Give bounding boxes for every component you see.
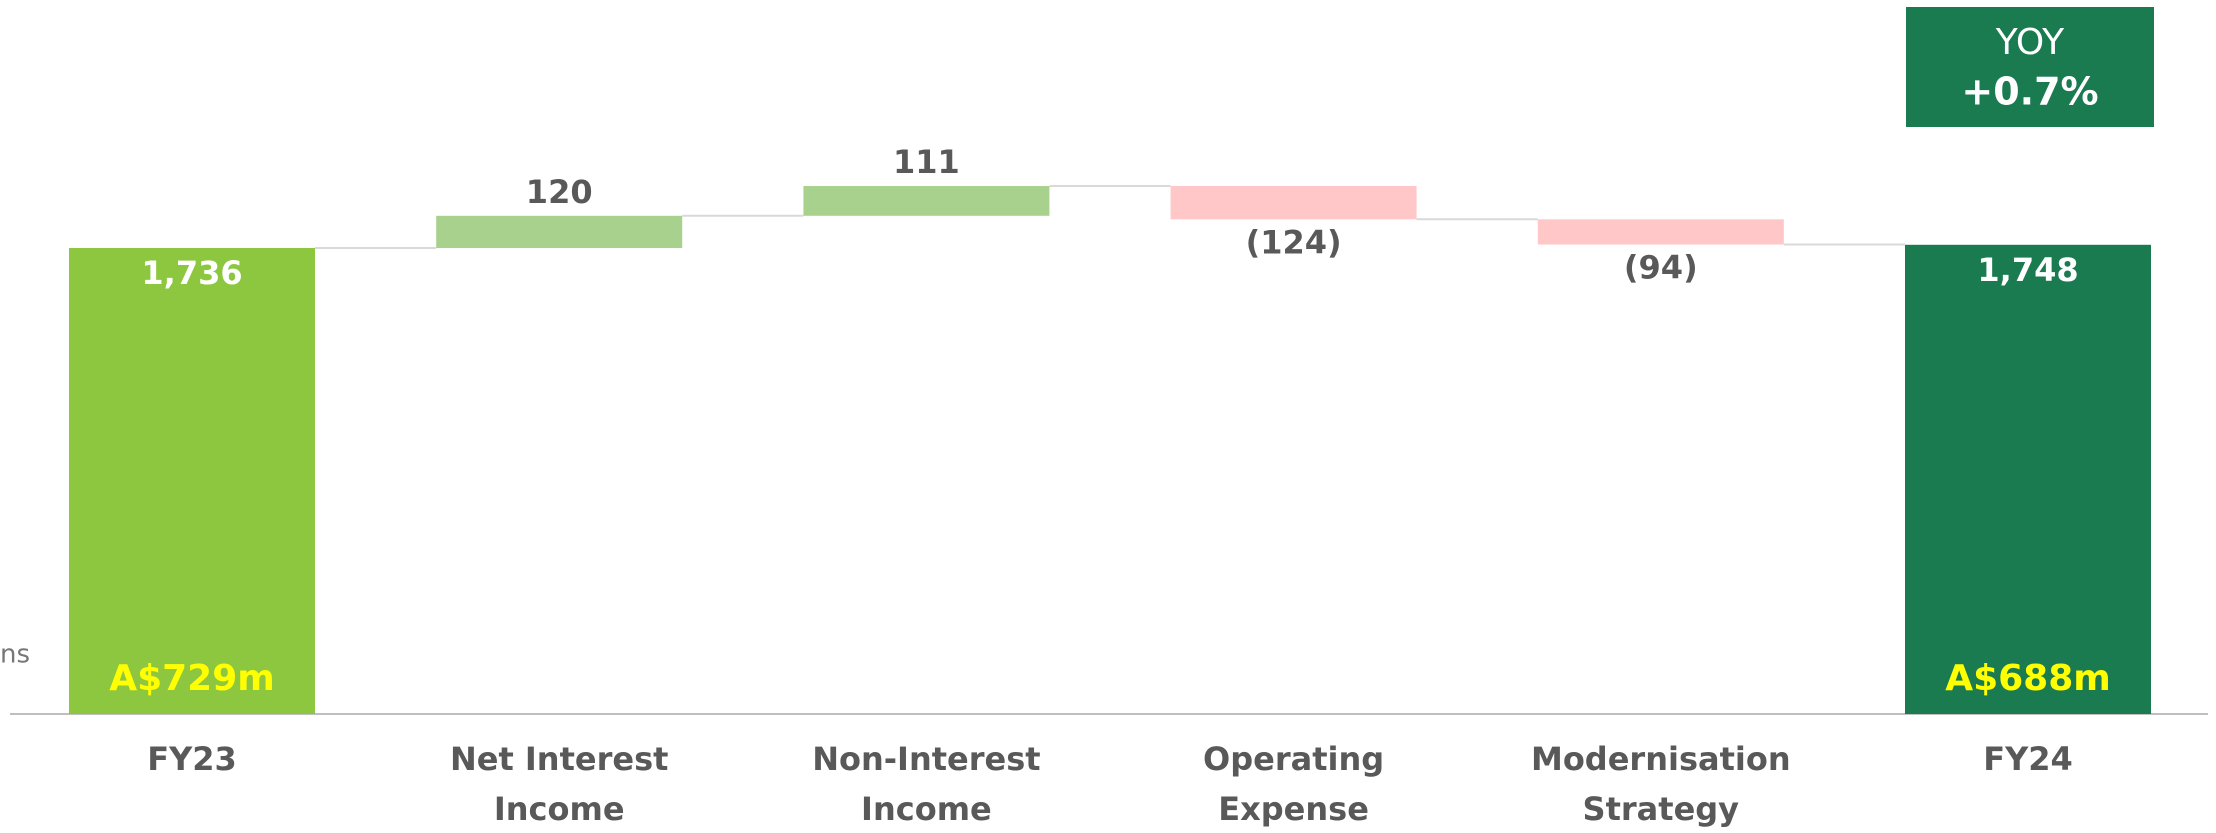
axis-label: ns <box>0 640 30 670</box>
x-tick-label: Strategy <box>1583 790 1740 828</box>
bar-annotation: A$729m <box>109 658 275 699</box>
data-label: 1,736 <box>141 254 242 292</box>
bar <box>1170 186 1417 220</box>
x-tick-label: Expense <box>1218 790 1369 828</box>
x-tick-label: FY24 <box>1983 740 2073 778</box>
bar <box>1537 219 1784 245</box>
bar <box>436 215 683 249</box>
data-label: (124) <box>1246 223 1342 261</box>
callout-value: +0.7% <box>1961 70 2098 114</box>
data-label: (94) <box>1624 249 1698 287</box>
bar <box>803 186 1050 216</box>
x-tick-label: FY23 <box>147 740 237 778</box>
data-label: 111 <box>893 143 960 181</box>
x-tick-label: Income <box>494 790 625 828</box>
x-tick-label: Modernisation <box>1531 740 1791 778</box>
callout-box <box>1906 7 2154 127</box>
x-tick-label: Net Interest <box>450 740 668 778</box>
callout-title: YOY <box>1995 22 2065 63</box>
bar-annotation: A$688m <box>1945 658 2111 699</box>
data-label: 120 <box>526 173 593 211</box>
x-tick-label: Income <box>861 790 992 828</box>
bar <box>1905 244 2151 715</box>
x-tick-label: Non-Interest <box>812 740 1040 778</box>
data-label: 1,748 <box>1977 251 2078 289</box>
bar <box>69 248 315 714</box>
x-tick-label: Operating <box>1203 740 1384 778</box>
